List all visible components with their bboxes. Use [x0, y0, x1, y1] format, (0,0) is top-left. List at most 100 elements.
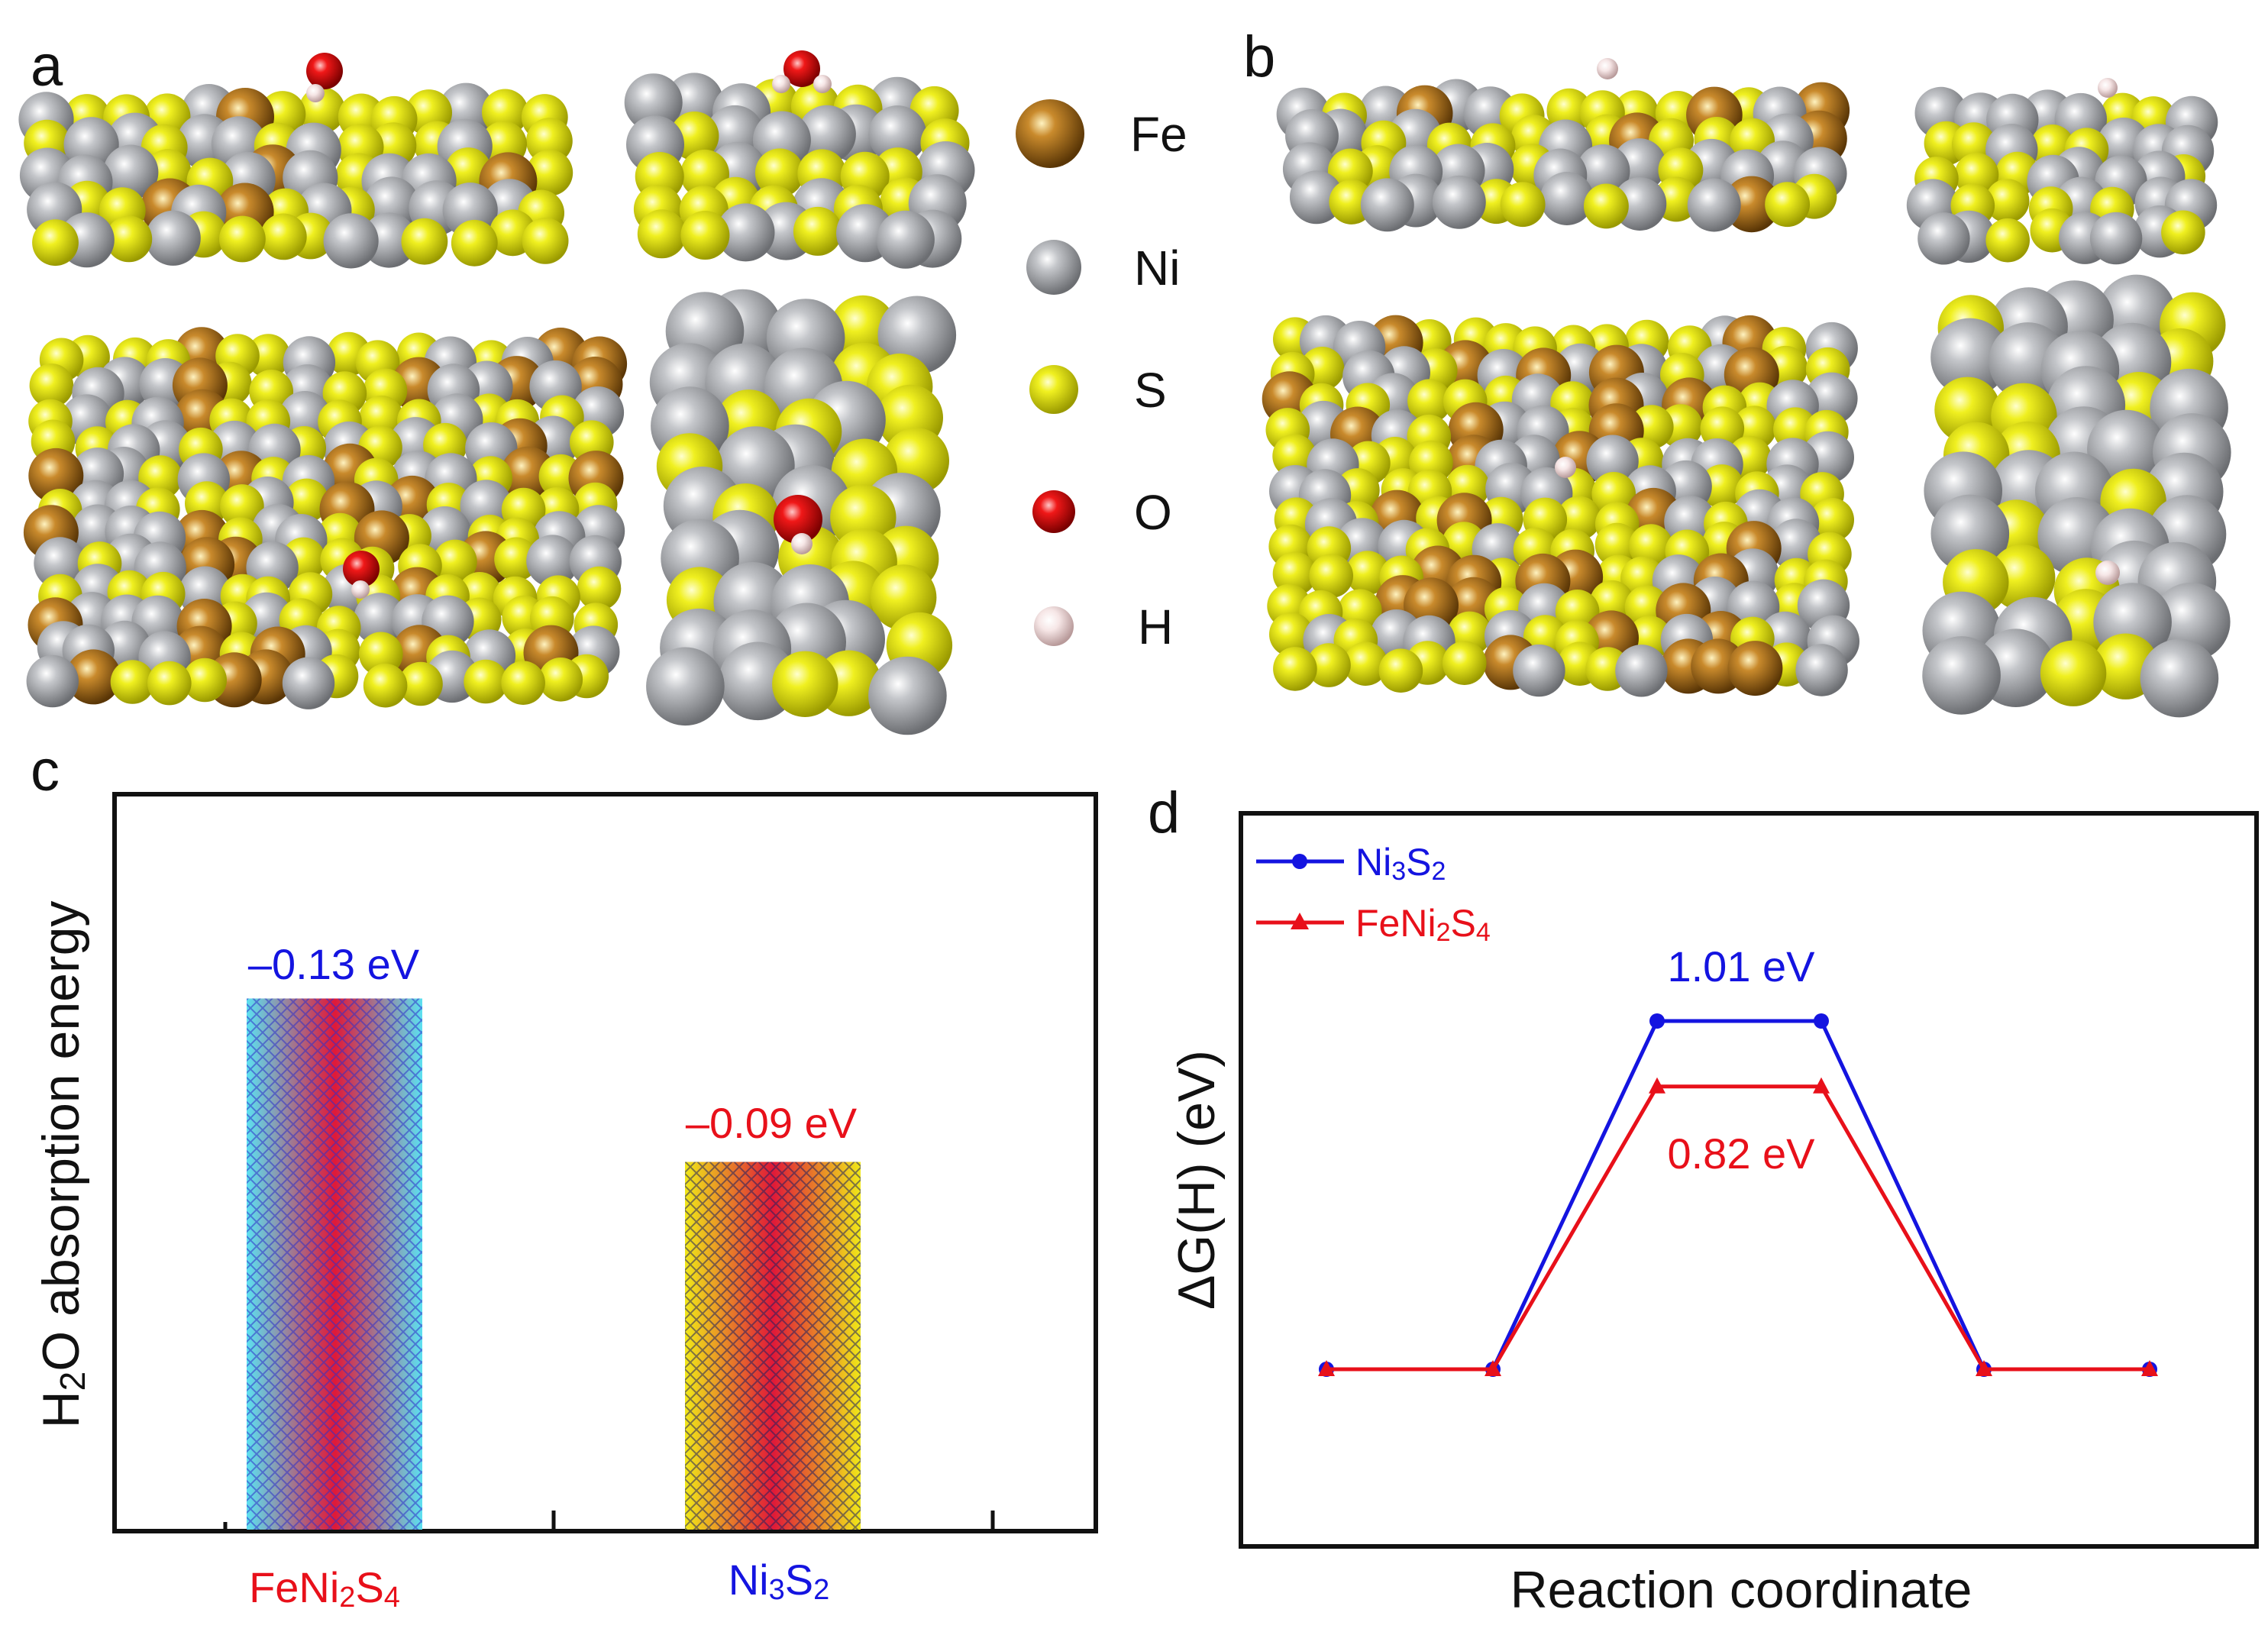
s-atom	[1346, 551, 1390, 595]
point-FeNi2S4-4	[1976, 1360, 1992, 1376]
ni-atom	[716, 203, 775, 262]
leg0-asub: 3	[1391, 857, 1406, 886]
ni-atom	[282, 657, 335, 709]
panel-label-a: a	[31, 34, 63, 99]
h-atom-icon	[1034, 606, 1074, 646]
s-atom	[1307, 643, 1351, 687]
line-chart-x-axis-label: Reaction coordinate	[1510, 1561, 1972, 1619]
legend-ni3s2-label: Ni3S2	[1355, 841, 1446, 886]
s-atom	[577, 566, 622, 611]
ni-atom	[145, 210, 201, 266]
s-atom	[793, 206, 842, 256]
point-Ni3S2-3	[1814, 1013, 1829, 1029]
o-atom	[343, 551, 380, 587]
s-atom	[680, 211, 730, 260]
cat1-part-a: Ni	[729, 1556, 769, 1604]
s-atom	[464, 659, 508, 704]
point-FeNi2S4-5	[2141, 1360, 2158, 1376]
h-atom	[2098, 78, 2118, 98]
o-atom	[783, 50, 820, 87]
s-atom	[105, 215, 153, 263]
s-atom	[1309, 554, 1353, 598]
ni-atom	[868, 656, 947, 735]
h-atom	[1597, 58, 1618, 79]
ni-atom	[2140, 638, 2219, 718]
ni-atom	[876, 210, 935, 269]
ni-atom	[323, 213, 379, 269]
cat0-sub-b: 4	[384, 1582, 400, 1614]
s-atom	[494, 537, 538, 582]
ni-atom	[1360, 178, 1414, 232]
s-atom	[1985, 218, 2030, 263]
ni-atom	[1539, 172, 1594, 225]
ni-atom	[2089, 212, 2143, 265]
point-FeNi2S4-3	[1813, 1077, 1830, 1094]
o-atom	[306, 53, 343, 89]
ni-atom	[34, 537, 86, 590]
h-atom	[1555, 457, 1576, 478]
ni-atom	[1687, 178, 1741, 232]
line-chart-free-energy: Ni3S2 FeNi2S4 1.01 eV 0.82 eV Reaction c…	[1168, 811, 2259, 1619]
h-atom	[772, 75, 790, 93]
ni-atom	[868, 105, 927, 164]
legend-ni-label: Ni	[1134, 241, 1180, 296]
leg1-bsub: 4	[1476, 918, 1491, 947]
ni-atom	[1805, 372, 1858, 425]
legend-h-label: H	[1138, 599, 1173, 654]
series-line-FeNi2S4	[1326, 1084, 2150, 1372]
ylabel-sub: 2	[53, 1372, 92, 1391]
ni-atom	[1795, 644, 1848, 696]
leg0-b: S	[1406, 841, 1431, 884]
ni-atom	[526, 535, 579, 587]
s-atom	[1594, 522, 1640, 567]
cat0-sub-a: 2	[339, 1582, 355, 1614]
structure-a-column-view	[646, 289, 957, 735]
legend-feni2s4-label: FeNi2S4	[1355, 902, 1491, 947]
ni-atom	[797, 105, 856, 163]
ni-atom	[1513, 644, 1565, 697]
s-atom	[526, 149, 573, 196]
bar-category-label-1: Ni3S2	[729, 1556, 830, 1606]
bar-hatch-Ni3S2	[685, 1162, 861, 1530]
s-atom	[1442, 641, 1487, 685]
leg1-b: S	[1451, 902, 1476, 945]
bar-series	[247, 998, 861, 1530]
point-FeNi2S4-2	[1649, 1077, 1665, 1094]
bar-chart-frame	[112, 792, 1098, 1533]
s-atom	[754, 148, 804, 198]
point-FeNi2S4-0	[1318, 1360, 1335, 1376]
legend-feni2s4-marker	[1291, 913, 1309, 929]
legend-s-label: S	[1134, 363, 1167, 418]
fe-atom	[66, 649, 121, 705]
s-atom	[401, 218, 448, 265]
leg0-bsub: 2	[1432, 857, 1446, 886]
structure-b-top-view	[1262, 315, 1859, 697]
s-atom	[29, 364, 74, 408]
o-atom-icon	[1032, 490, 1075, 533]
legend-o-label: O	[1134, 485, 1172, 540]
ni-atom	[1576, 144, 1630, 198]
s-atom	[1343, 641, 1388, 686]
s-atom	[538, 658, 583, 702]
cat1-sub-a: 3	[769, 1574, 785, 1606]
s-atom	[260, 213, 307, 260]
s-atom	[219, 215, 266, 263]
s-atom	[1985, 179, 2030, 223]
s-atom	[1269, 612, 1313, 657]
cat0-part-b: S	[355, 1563, 383, 1611]
bar-chart-y-axis-label: H2O absorption energy	[32, 901, 92, 1429]
cat1-sub-b: 2	[813, 1574, 829, 1606]
structure-a-top-view	[23, 327, 628, 709]
s-atom	[522, 218, 569, 264]
structure-b-side-view	[1276, 58, 1850, 233]
fe-atom	[1724, 176, 1780, 233]
s-atom	[637, 209, 687, 259]
ni-atom	[624, 73, 683, 132]
ni3s2-barrier-annotation: 1.01 eV	[1667, 942, 1815, 990]
atom-legend: Fe Ni S O H	[1016, 99, 1187, 654]
ni-atom	[26, 654, 79, 708]
s-atom	[1500, 182, 1546, 228]
s-atom	[451, 219, 498, 267]
bar-value-label-0: –0.13 eV	[248, 940, 420, 988]
s-atom	[2040, 640, 2107, 706]
